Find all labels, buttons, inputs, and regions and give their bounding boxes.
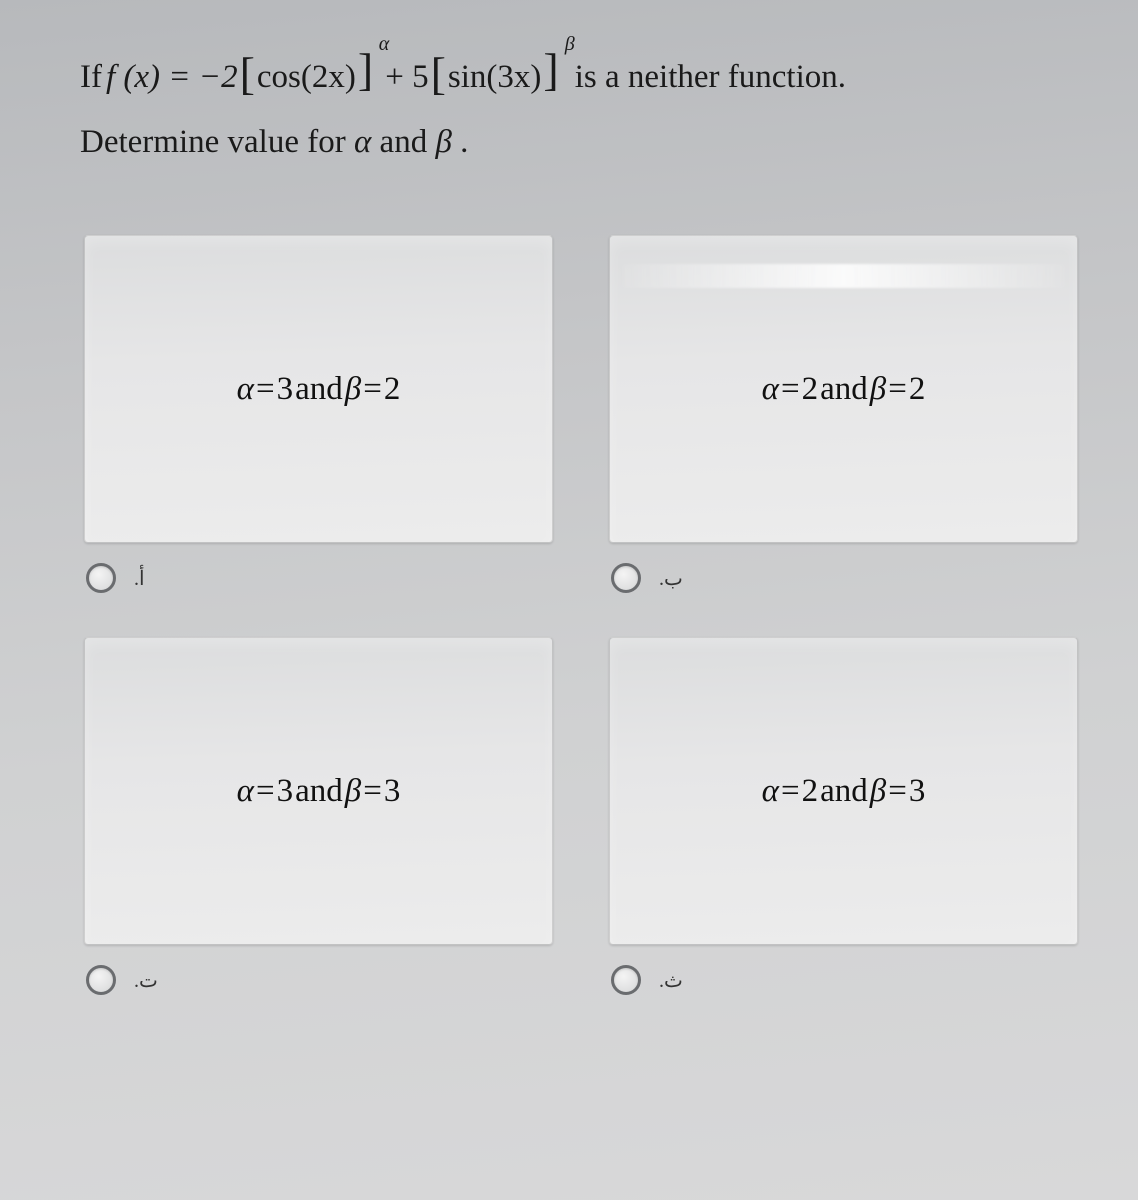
option-1[interactable]: α = 3 and β = 2 .أ — [84, 235, 553, 593]
q-exp-beta: β — [565, 30, 575, 58]
q-prefix: If — [80, 54, 102, 100]
q-beta: β — [435, 124, 451, 160]
bracket-close-1: ] — [356, 44, 375, 95]
option-card[interactable]: α = 3 and β = 3 — [84, 637, 553, 945]
q-alpha: α — [354, 124, 371, 160]
option-radio-row[interactable]: .ب — [609, 563, 1078, 593]
bracket-open-2: [ — [429, 53, 448, 94]
option-3[interactable]: α = 3 and β = 3 .ت — [84, 637, 553, 995]
q-expression: f (x) = −2 [ cos(2x) ] α + 5 [ sin(3x) ]… — [106, 52, 561, 101]
bracket-close-2: ] — [541, 44, 560, 95]
option-answer: α = 3 and β = 3 — [237, 773, 401, 810]
option-radio-row[interactable]: .ت — [84, 965, 553, 995]
option-answer: α = 2 and β = 3 — [762, 773, 926, 810]
q-sin: sin(3x) — [448, 54, 542, 100]
q-plus-five: + 5 — [375, 54, 428, 100]
options-grid: α = 3 and β = 2 .أ α = 2 and β = 2 .ب α = 3 … — [80, 235, 1082, 995]
radio-label: .ث — [659, 968, 683, 993]
radio-label: .ب — [659, 566, 683, 591]
option-2[interactable]: α = 2 and β = 2 .ب — [609, 235, 1078, 593]
option-answer: α = 3 and β = 2 — [237, 371, 401, 408]
option-card[interactable]: α = 2 and β = 3 — [609, 637, 1078, 945]
radio-button[interactable] — [611, 965, 641, 995]
option-radio-row[interactable]: .ث — [609, 965, 1078, 995]
q-exp-alpha: α — [379, 30, 390, 58]
radio-button[interactable] — [611, 563, 641, 593]
bracket-open-1: [ — [238, 53, 257, 94]
radio-button[interactable] — [86, 563, 116, 593]
option-4[interactable]: α = 2 and β = 3 .ث — [609, 637, 1078, 995]
option-radio-row[interactable]: .أ — [84, 563, 553, 593]
q-line2-b: and — [380, 124, 436, 160]
option-card[interactable]: α = 3 and β = 2 — [84, 235, 553, 543]
q-cos: cos(2x) — [257, 54, 356, 100]
question-text: If f (x) = −2 [ cos(2x) ] α + 5 [ sin(3x… — [80, 52, 1082, 165]
radio-button[interactable] — [86, 965, 116, 995]
option-answer: α = 2 and β = 2 — [762, 371, 926, 408]
q-period: . — [460, 124, 468, 160]
q-func-lhs: f (x) = −2 — [106, 54, 238, 100]
q-line2-a: Determine value for — [80, 124, 354, 160]
radio-label: .أ — [134, 566, 145, 591]
option-card[interactable]: α = 2 and β = 2 — [609, 235, 1078, 543]
radio-label: .ت — [134, 968, 158, 993]
q-suffix: is a neither function. — [565, 54, 846, 100]
